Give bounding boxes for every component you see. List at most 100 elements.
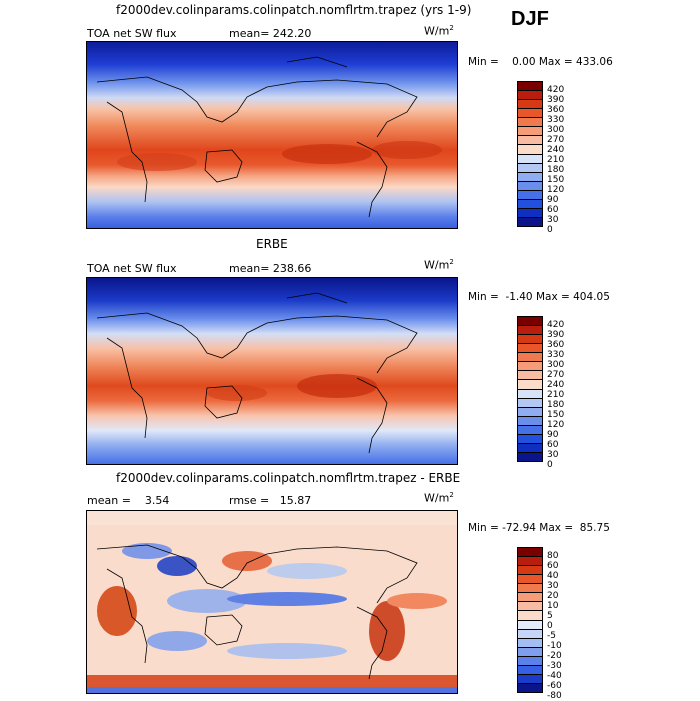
colorbar-tick-label: 300 bbox=[547, 125, 565, 135]
colorbar-swatch bbox=[518, 380, 542, 390]
colorbar-swatch bbox=[518, 326, 542, 336]
panel1-map bbox=[86, 41, 458, 229]
colorbar-tick-label: 60 bbox=[547, 205, 559, 215]
colorbar-swatch bbox=[518, 548, 542, 558]
colorbar-swatch bbox=[518, 317, 542, 327]
colorbar-swatch bbox=[518, 584, 542, 594]
colorbar-swatch bbox=[518, 398, 542, 408]
colorbar-swatch bbox=[518, 443, 542, 453]
colorbar-swatch bbox=[518, 656, 542, 666]
colorbar-swatch bbox=[518, 91, 542, 101]
colorbar-swatch bbox=[518, 593, 542, 603]
season-label: DJF bbox=[511, 8, 549, 30]
panel1-title: f2000dev.colinparams.colinpatch.nomflrtm… bbox=[116, 3, 472, 17]
panel3-map-field bbox=[87, 511, 457, 693]
panel2-colorbar-labels: 420 390 360 330 300 270 240 210 180 150 120 90 60 30 0 bbox=[547, 320, 564, 470]
colorbar-tick-label: 330 bbox=[547, 350, 565, 360]
colorbar-swatch bbox=[518, 452, 542, 461]
panel2-map-field bbox=[87, 278, 457, 464]
panel1-colorbar-fill bbox=[518, 82, 542, 226]
colorbar-swatch bbox=[518, 145, 542, 155]
colorbar-tick-label: 210 bbox=[547, 390, 565, 400]
panel3-colorbar-labels: 80 60 40 30 20 10 5 0 -5 -10 -20 -30 -40 -60 -80 bbox=[547, 551, 562, 701]
panel3-map bbox=[86, 510, 458, 694]
colorbar-tick-label: 270 bbox=[547, 370, 565, 380]
colorbar-swatch bbox=[518, 665, 542, 675]
colorbar-tick-label: 420 bbox=[547, 85, 565, 95]
panel1-units: W/m2 bbox=[424, 24, 454, 38]
colorbar-tick-label: 360 bbox=[547, 340, 565, 350]
colorbar-tick-label: 420 bbox=[547, 320, 565, 330]
colorbar-swatch bbox=[518, 575, 542, 585]
colorbar-tick-label: 30 bbox=[547, 450, 559, 460]
colorbar-swatch bbox=[518, 602, 542, 612]
colorbar-tick-label: 90 bbox=[547, 195, 559, 205]
colorbar-swatch bbox=[518, 611, 542, 621]
colorbar-swatch bbox=[518, 629, 542, 639]
colorbar-swatch bbox=[518, 199, 542, 209]
colorbar-swatch bbox=[518, 190, 542, 200]
colorbar-swatch bbox=[518, 566, 542, 576]
colorbar-swatch bbox=[518, 208, 542, 218]
panel3-colorbar bbox=[517, 547, 543, 693]
colorbar-tick-label: 210 bbox=[547, 155, 565, 165]
colorbar-swatch bbox=[518, 416, 542, 426]
panel1-colorbar-labels: 420 390 360 330 300 270 240 210 180 150 120 90 60 30 0 bbox=[547, 85, 564, 235]
colorbar-swatch bbox=[518, 118, 542, 128]
colorbar-swatch bbox=[518, 154, 542, 164]
colorbar-swatch bbox=[518, 181, 542, 191]
panel1-map-field bbox=[87, 42, 457, 228]
colorbar-tick-label: -60 bbox=[547, 681, 562, 691]
colorbar-swatch bbox=[518, 109, 542, 119]
colorbar-tick-label: 30 bbox=[547, 215, 559, 225]
panel2-map bbox=[86, 277, 458, 465]
colorbar-tick-label: 300 bbox=[547, 360, 565, 370]
panel3-mean-label: mean = 3.54 bbox=[87, 494, 170, 507]
colorbar-tick-label: 5 bbox=[547, 611, 553, 621]
panel3-units: W/m2 bbox=[424, 491, 454, 505]
colorbar-tick-label: 20 bbox=[547, 591, 559, 601]
colorbar-swatch bbox=[518, 425, 542, 435]
colorbar-tick-label: 180 bbox=[547, 165, 565, 175]
colorbar-tick-label: 390 bbox=[547, 330, 565, 340]
colorbar-tick-label: 180 bbox=[547, 400, 565, 410]
panel2-mean-label: mean= 238.66 bbox=[229, 262, 312, 275]
colorbar-tick-label: -20 bbox=[547, 651, 562, 661]
colorbar-tick-label: 360 bbox=[547, 105, 565, 115]
colorbar-tick-label: -40 bbox=[547, 671, 562, 681]
colorbar-tick-label: 80 bbox=[547, 551, 559, 561]
colorbar-swatch bbox=[518, 389, 542, 399]
colorbar-swatch bbox=[518, 335, 542, 345]
panel2-units: W/m2 bbox=[424, 258, 454, 272]
colorbar-tick-label: 0 bbox=[547, 621, 553, 631]
colorbar-tick-label: 0 bbox=[547, 460, 553, 470]
colorbar-tick-label: 0 bbox=[547, 225, 553, 235]
colorbar-tick-label: 240 bbox=[547, 145, 565, 155]
colorbar-tick-label: 390 bbox=[547, 95, 565, 105]
panel3-minmax: Min = -72.94 Max = 85.75 bbox=[468, 522, 610, 534]
colorbar-tick-label: 40 bbox=[547, 571, 559, 581]
colorbar-tick-label: 90 bbox=[547, 430, 559, 440]
colorbar-swatch bbox=[518, 371, 542, 381]
colorbar-tick-label: -10 bbox=[547, 641, 562, 651]
colorbar-swatch bbox=[518, 674, 542, 684]
colorbar-swatch bbox=[518, 647, 542, 657]
colorbar-swatch bbox=[518, 620, 542, 630]
colorbar-swatch bbox=[518, 172, 542, 182]
panel1-minmax: Min = 0.00 Max = 433.06 bbox=[468, 56, 613, 68]
colorbar-swatch bbox=[518, 557, 542, 567]
panel2-minmax: Min = -1.40 Max = 404.05 bbox=[468, 291, 610, 303]
colorbar-tick-label: -5 bbox=[547, 631, 556, 641]
colorbar-tick-label: 10 bbox=[547, 601, 559, 611]
colorbar-swatch bbox=[518, 163, 542, 173]
panel2-colorbar bbox=[517, 316, 543, 462]
panel1-mean-label: mean= 242.20 bbox=[229, 27, 312, 40]
colorbar-swatch bbox=[518, 434, 542, 444]
colorbar-tick-label: 60 bbox=[547, 561, 559, 571]
panel3-colorbar-fill bbox=[518, 548, 542, 692]
colorbar-tick-label: 270 bbox=[547, 135, 565, 145]
colorbar-tick-label: 60 bbox=[547, 440, 559, 450]
colorbar-tick-label: 240 bbox=[547, 380, 565, 390]
colorbar-tick-label: -30 bbox=[547, 661, 562, 671]
colorbar-swatch bbox=[518, 100, 542, 110]
